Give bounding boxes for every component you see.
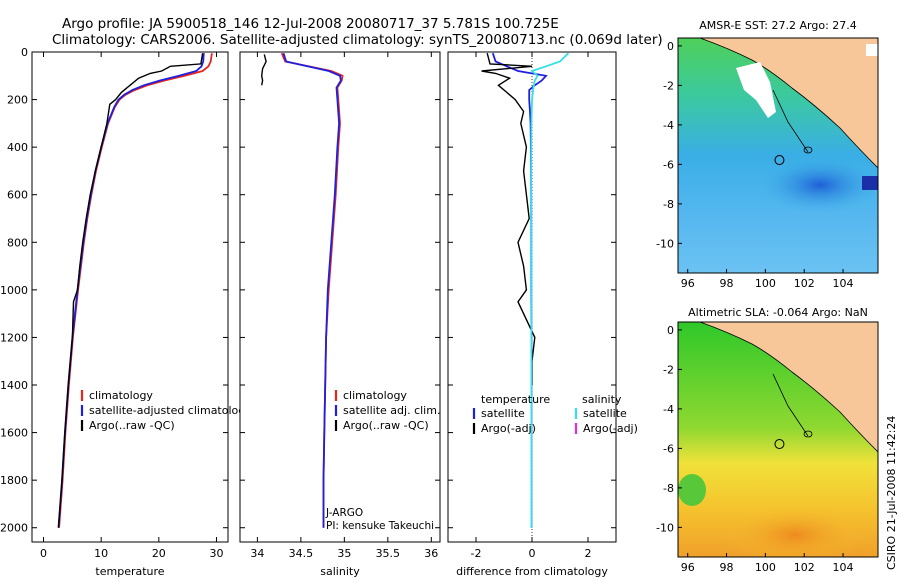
- sst-cold-core: [862, 176, 878, 190]
- annotation-text: PI: kensuke Takeuchi: [326, 520, 434, 532]
- plot-frame: [31, 51, 229, 543]
- y-tick-label: 1600: [0, 427, 28, 440]
- legend-label: Argo(-adj): [481, 422, 536, 435]
- sla-landmass: [699, 322, 878, 453]
- sst-map-frame: [677, 37, 879, 274]
- x-tick-label: 96: [681, 561, 695, 574]
- sla-map: Altimetric SLA: -0.064 Argo: NaN 96 98 100…: [656, 306, 879, 574]
- sst-island: [803, 146, 813, 154]
- sst-island-chain: [772, 89, 809, 153]
- x-tick-label: 102: [794, 277, 815, 290]
- sla-island: [803, 430, 813, 438]
- x-tick-label: 104: [833, 277, 854, 290]
- x-tick-label: 35: [337, 547, 351, 560]
- x-axis-label: difference from climatology: [456, 565, 608, 578]
- y-tick-label: 2000: [0, 522, 28, 535]
- legend-label: satellite adj. clim.: [343, 404, 440, 417]
- series-line-black: [260, 54, 267, 86]
- x-tick-label: 34: [250, 547, 264, 560]
- series-group: [57, 53, 213, 528]
- legend-label: satellite-adjusted climatology: [89, 404, 252, 417]
- y-tick-label: 600: [7, 189, 28, 202]
- legend-label: Argo(..raw -QC): [89, 419, 175, 432]
- x-tick-label: 0: [529, 547, 536, 560]
- legend-label: satellite: [481, 407, 525, 420]
- series-line-black: [481, 53, 536, 385]
- sla-map-title: Altimetric SLA: -0.064 Argo: NaN: [688, 306, 868, 319]
- footer-timestamp: CSIRO 21-Jul-2008 11:42:24: [885, 416, 898, 570]
- y-tick-label: 1800: [0, 474, 28, 487]
- salinity-panel: 34 34.5 35 35.5 36 salinity climatology satelli…: [239, 51, 441, 578]
- x-tick-label: 98: [720, 561, 734, 574]
- difference-panel: -2 0 2 difference from climatology temperatu…: [447, 51, 638, 578]
- y-tick-label: -6: [663, 442, 674, 455]
- x-axis-label: temperature: [95, 565, 164, 578]
- legend-label: Argo(..raw -QC): [343, 419, 429, 432]
- sst-cloud-gap-2: [866, 44, 878, 56]
- sla-green-patch: [678, 474, 706, 506]
- x-tick-label: 96: [681, 277, 695, 290]
- figure-title-line2: Climatology: CARS2006. Satellite-adjuste…: [52, 32, 663, 48]
- argo-location-marker: [774, 439, 785, 450]
- x-tick-label: 104: [833, 561, 854, 574]
- y-tick-label: 1400: [0, 379, 28, 392]
- y-tick-label: -6: [663, 158, 674, 171]
- y-tick-label: 1000: [0, 284, 28, 297]
- series-line-cyan: [530, 52, 570, 528]
- series-line-black: [57, 53, 204, 528]
- y-tick-label: 200: [7, 94, 28, 107]
- legend-label: climatology: [343, 389, 407, 402]
- y-tick-label: 400: [7, 141, 28, 154]
- x-tick-label: 10: [94, 547, 108, 560]
- y-tick-label: -8: [663, 482, 674, 495]
- sst-map-title: AMSR-E SST: 27.2 Argo: 27.4: [699, 19, 857, 32]
- legend-header: temperature: [481, 393, 550, 406]
- y-tick-label: 800: [7, 236, 28, 249]
- series-group: [260, 52, 344, 528]
- temperature-panel: 0 10 20 30 temperature 0 200 400 600 800 1000 1200 1…: [0, 46, 252, 578]
- figure-title-line1: Argo profile: JA 5900518_146 12-Jul-2008…: [62, 16, 559, 32]
- sst-cloud-gap: [736, 62, 776, 118]
- legend-label: climatology: [89, 389, 153, 402]
- y-tick-label: -10: [656, 237, 674, 250]
- y-tick-label: 1200: [0, 331, 28, 344]
- x-tick-label: 35.5: [376, 547, 401, 560]
- x-tick-label: 30: [209, 547, 223, 560]
- annotation-text: J-ARGO: [325, 507, 363, 519]
- y-tick-label: -4: [663, 119, 674, 132]
- argo-location-marker: [774, 155, 785, 166]
- legend-label: Argo(-adj): [583, 422, 638, 435]
- sla-high-anomaly: [725, 505, 865, 557]
- y-tick-label: -2: [663, 363, 674, 376]
- y-tick-label: -2: [663, 79, 674, 92]
- sla-map-frame: [677, 321, 879, 558]
- sla-island-chain: [772, 373, 809, 437]
- y-tick-label: 0: [667, 324, 674, 337]
- x-tick-label: 102: [794, 561, 815, 574]
- y-tick-label: 0: [21, 46, 28, 59]
- x-axis-label: salinity: [320, 565, 360, 578]
- x-tick-label: -2: [471, 547, 482, 560]
- sst-landmass: [699, 38, 878, 169]
- x-tick-label: 98: [720, 277, 734, 290]
- y-tick-label: 0: [667, 40, 674, 53]
- x-tick-label: 20: [152, 547, 166, 560]
- x-tick-label: 100: [755, 277, 776, 290]
- x-tick-label: 2: [585, 547, 592, 560]
- x-tick-label: 100: [755, 561, 776, 574]
- sst-cold-anomaly: [760, 157, 878, 213]
- x-tick-label: 0: [40, 547, 47, 560]
- x-tick-label: 36: [424, 547, 438, 560]
- legend-label: satellite: [583, 407, 627, 420]
- series-line-blue: [282, 52, 342, 528]
- x-tick-label: 34.5: [289, 547, 314, 560]
- sst-map: AMSR-E SST: 27.2 Argo: 27.4 96 98 100 102 10…: [656, 19, 879, 290]
- y-tick-label: -8: [663, 198, 674, 211]
- legend-header: salinity: [582, 393, 622, 406]
- y-tick-label: -4: [663, 403, 674, 416]
- y-tick-label: -10: [656, 521, 674, 534]
- series-group: [481, 52, 570, 528]
